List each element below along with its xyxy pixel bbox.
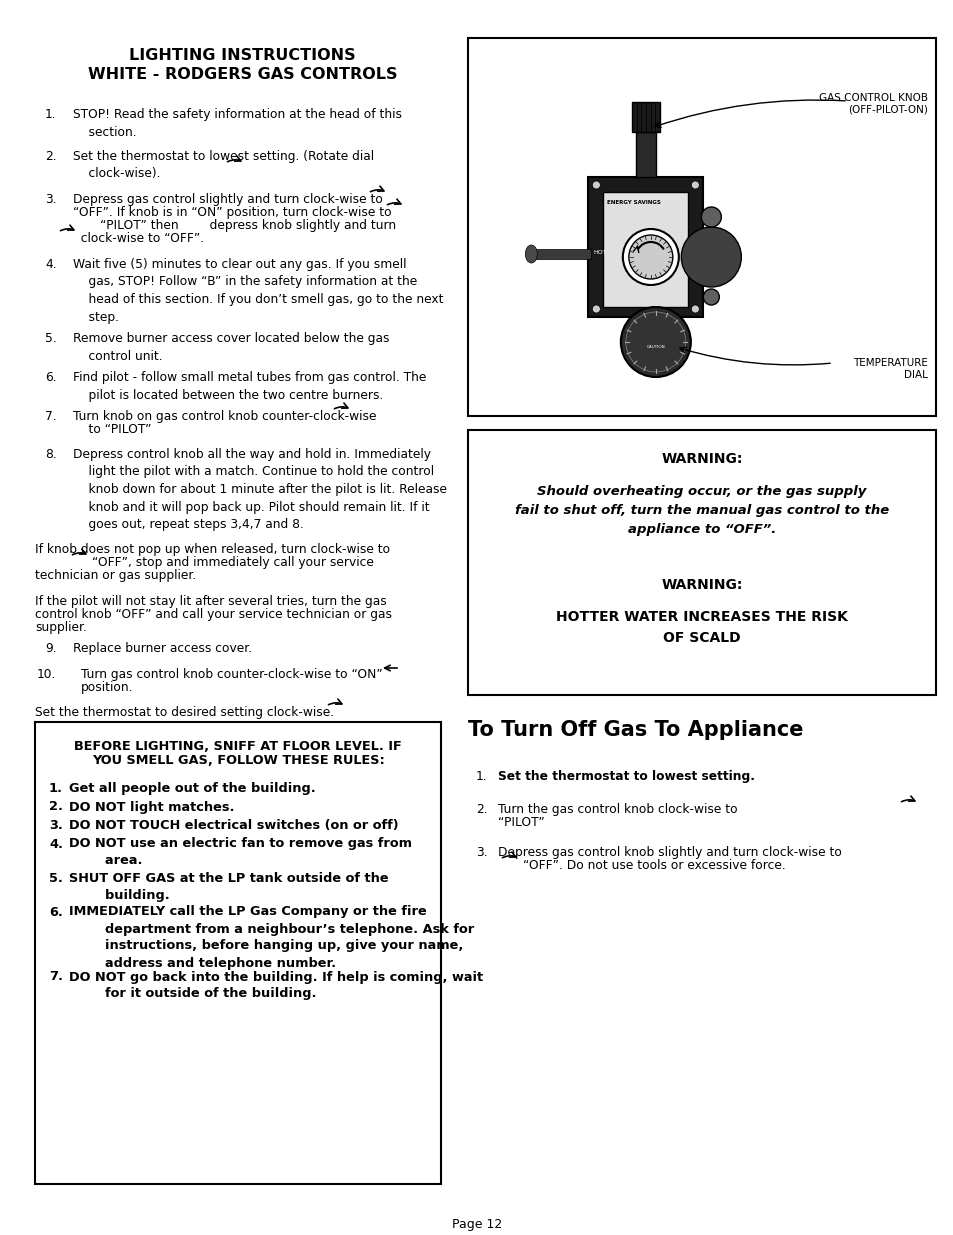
Text: position.: position. xyxy=(81,680,133,694)
Text: 3.: 3. xyxy=(49,819,63,832)
Text: “OFF”. Do not use tools or excessive force.: “OFF”. Do not use tools or excessive for… xyxy=(522,860,785,872)
Circle shape xyxy=(628,235,672,279)
Text: HOT: HOT xyxy=(593,249,606,254)
Text: Remove burner access cover located below the gas
    control unit.: Remove burner access cover located below… xyxy=(73,332,389,363)
Circle shape xyxy=(592,305,599,312)
Text: CAUTION: CAUTION xyxy=(646,345,664,350)
Text: Set the thermostat to desired setting clock-wise.: Set the thermostat to desired setting cl… xyxy=(35,706,334,719)
Text: WHITE - RODGERS GAS CONTROLS: WHITE - RODGERS GAS CONTROLS xyxy=(88,67,396,82)
Text: Turn the gas control knob clock-wise to: Turn the gas control knob clock-wise to xyxy=(497,803,737,816)
Text: DO NOT use an electric fan to remove gas from
        area.: DO NOT use an electric fan to remove gas… xyxy=(69,837,412,867)
Text: 6.: 6. xyxy=(49,905,63,919)
Circle shape xyxy=(620,308,690,377)
Text: Page 12: Page 12 xyxy=(452,1218,501,1231)
Text: HOTTER WATER INCREASES THE RISK
OF SCALD: HOTTER WATER INCREASES THE RISK OF SCALD xyxy=(556,610,847,645)
Text: 3.: 3. xyxy=(476,846,487,860)
Ellipse shape xyxy=(525,245,537,263)
Text: Replace burner access cover.: Replace burner access cover. xyxy=(73,642,252,655)
Text: “PILOT”: “PILOT” xyxy=(497,816,544,829)
Text: TEMPERATURE
DIAL: TEMPERATURE DIAL xyxy=(852,358,927,379)
Text: “OFF”. If knob is in “ON” position, turn clock-wise to: “OFF”. If knob is in “ON” position, turn… xyxy=(73,206,392,219)
Text: 1.: 1. xyxy=(476,769,487,783)
Bar xyxy=(602,191,688,308)
Circle shape xyxy=(691,182,699,189)
Text: DO NOT TOUCH electrical switches (on or off): DO NOT TOUCH electrical switches (on or … xyxy=(69,819,398,832)
Bar xyxy=(631,103,659,132)
Text: 4.: 4. xyxy=(45,258,56,270)
Circle shape xyxy=(691,305,699,312)
Text: 7.: 7. xyxy=(49,971,63,983)
Text: DO NOT light matches.: DO NOT light matches. xyxy=(69,800,234,814)
Text: 9.: 9. xyxy=(45,642,56,655)
Text: 4.: 4. xyxy=(49,837,63,851)
Circle shape xyxy=(622,228,679,285)
Text: 8.: 8. xyxy=(45,448,56,461)
Text: 1.: 1. xyxy=(45,107,56,121)
Text: Should overheating occur, or the gas supply
fail to shut off, turn the manual ga: Should overheating occur, or the gas sup… xyxy=(515,485,888,536)
Text: Find pilot - follow small metal tubes from gas control. The
    pilot is located: Find pilot - follow small metal tubes fr… xyxy=(73,370,426,401)
Text: To Turn Off Gas To Appliance: To Turn Off Gas To Appliance xyxy=(468,720,802,740)
Text: ENERGY SAVINGS: ENERGY SAVINGS xyxy=(607,200,660,205)
Circle shape xyxy=(680,227,740,287)
Text: 2.: 2. xyxy=(49,800,63,814)
Text: 2.: 2. xyxy=(45,149,56,163)
Circle shape xyxy=(700,207,720,227)
Text: IMMEDIATELY call the LP Gas Company or the fire
        department from a neighb: IMMEDIATELY call the LP Gas Company or t… xyxy=(69,905,474,969)
Text: SHUT OFF GAS at the LP tank outside of the
        building.: SHUT OFF GAS at the LP tank outside of t… xyxy=(69,872,388,902)
Text: 6.: 6. xyxy=(45,370,56,384)
Circle shape xyxy=(625,312,685,372)
Text: If knob does not pop up when released, turn clock-wise to: If knob does not pop up when released, t… xyxy=(35,543,390,556)
Text: Set the thermostat to lowest setting. (Rotate dial
    clock-wise).: Set the thermostat to lowest setting. (R… xyxy=(73,149,374,180)
Text: WARNING:: WARNING: xyxy=(660,578,741,592)
Bar xyxy=(35,722,440,1184)
Bar xyxy=(588,177,702,317)
Text: 7.: 7. xyxy=(45,410,56,424)
Text: technician or gas supplier.: technician or gas supplier. xyxy=(35,569,196,582)
Text: control knob “OFF” and call your service technician or gas: control knob “OFF” and call your service… xyxy=(35,608,392,621)
Text: 3.: 3. xyxy=(45,193,56,206)
Text: WARNING:: WARNING: xyxy=(660,452,741,466)
Text: Turn knob on gas control knob counter-clock-wise: Turn knob on gas control knob counter-cl… xyxy=(73,410,376,424)
Text: DO NOT go back into the building. If help is coming, wait
        for it outside: DO NOT go back into the building. If hel… xyxy=(69,971,482,1000)
Text: If the pilot will not stay lit after several tries, turn the gas: If the pilot will not stay lit after sev… xyxy=(35,595,386,608)
Text: 10.: 10. xyxy=(37,668,56,680)
Text: Turn gas control knob counter-clock-wise to “ON”: Turn gas control knob counter-clock-wise… xyxy=(81,668,382,680)
Text: 5.: 5. xyxy=(45,332,56,345)
Text: Depress gas control knob slightly and turn clock-wise to: Depress gas control knob slightly and tu… xyxy=(497,846,841,860)
Text: Wait five (5) minutes to clear out any gas. If you smell
    gas, STOP! Follow “: Wait five (5) minutes to clear out any g… xyxy=(73,258,443,324)
Text: to “PILOT”: to “PILOT” xyxy=(73,424,152,436)
Text: supplier.: supplier. xyxy=(35,621,87,634)
Text: YOU SMELL GAS, FOLLOW THESE RULES:: YOU SMELL GAS, FOLLOW THESE RULES: xyxy=(91,755,384,767)
Circle shape xyxy=(592,182,599,189)
Text: 5.: 5. xyxy=(49,872,63,884)
Text: Depress control knob all the way and hold in. Immediately
    light the pilot wi: Depress control knob all the way and hol… xyxy=(73,448,447,531)
Bar xyxy=(468,38,935,416)
Bar xyxy=(635,132,655,177)
Bar xyxy=(533,249,591,259)
Text: BEFORE LIGHTING, SNIFF AT FLOOR LEVEL. IF: BEFORE LIGHTING, SNIFF AT FLOOR LEVEL. I… xyxy=(74,740,401,753)
Text: clock-wise to “OFF”.: clock-wise to “OFF”. xyxy=(73,232,204,245)
Text: “OFF”, stop and immediately call your service: “OFF”, stop and immediately call your se… xyxy=(91,556,374,569)
Text: LIGHTING INSTRUCTIONS: LIGHTING INSTRUCTIONS xyxy=(129,48,355,63)
Text: 1.: 1. xyxy=(49,782,63,795)
Text: STOP! Read the safety information at the head of this
    section.: STOP! Read the safety information at the… xyxy=(73,107,401,138)
Text: Get all people out of the building.: Get all people out of the building. xyxy=(69,782,315,795)
Bar xyxy=(468,430,935,695)
Text: Set the thermostat to lowest setting.: Set the thermostat to lowest setting. xyxy=(497,769,754,783)
Circle shape xyxy=(702,289,719,305)
Text: “PILOT” then        depress knob slightly and turn: “PILOT” then depress knob slightly and t… xyxy=(73,219,395,232)
Text: Depress gas control slightly and turn clock-wise to: Depress gas control slightly and turn cl… xyxy=(73,193,382,206)
Text: 2.: 2. xyxy=(476,803,487,816)
Text: GAS CONTROL KNOB
(OFF-PILOT-ON): GAS CONTROL KNOB (OFF-PILOT-ON) xyxy=(818,93,927,115)
